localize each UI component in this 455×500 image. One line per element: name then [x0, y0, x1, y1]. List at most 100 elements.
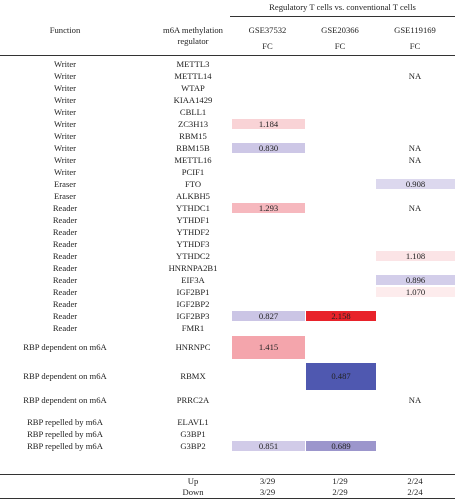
- row-regulator: IGF2BP2: [176, 299, 210, 309]
- summary-value: 1/29: [332, 476, 348, 486]
- row-regulator: IGF2BP3: [176, 311, 210, 321]
- row-regulator: FTO: [184, 179, 202, 189]
- row-function: Reader: [52, 287, 78, 297]
- col-header-regulator-line2: regulator: [177, 36, 209, 46]
- summary-label: Up: [187, 476, 199, 486]
- summary-label: Down: [182, 487, 204, 497]
- summary-top-rule: [0, 474, 455, 475]
- fc-value: NA: [408, 155, 422, 165]
- row-function: RBP repelled by m6A: [27, 429, 103, 439]
- row-function: Reader: [52, 311, 78, 321]
- row-function: Writer: [53, 131, 77, 141]
- summary-value: 3/29: [259, 487, 276, 497]
- row-regulator: CBLL1: [179, 107, 207, 117]
- fc-cell: 1.184: [232, 119, 305, 129]
- group-underline: [230, 16, 455, 17]
- fc-value: NA: [408, 203, 422, 213]
- fc-value: NA: [408, 395, 422, 405]
- row-function: Reader: [52, 263, 78, 273]
- row-regulator: METTL16: [174, 155, 212, 165]
- row-function: Reader: [52, 239, 78, 249]
- table-bottom-rule: [0, 498, 455, 499]
- row-function: Eraser: [54, 191, 76, 201]
- row-function: Writer: [53, 107, 77, 117]
- row-function: Eraser: [54, 179, 76, 189]
- row-function: RBP dependent on m6A: [23, 395, 107, 405]
- fc-value: NA: [408, 143, 422, 153]
- summary-value: 2/24: [407, 476, 423, 486]
- row-regulator: METTL3: [176, 59, 210, 69]
- row-function: Reader: [52, 215, 78, 225]
- row-regulator: ELAVL1: [177, 417, 209, 427]
- fc-value: 1.070: [405, 287, 426, 297]
- row-regulator: YTHDF3: [176, 239, 210, 249]
- fc-value: 1.415: [258, 342, 279, 352]
- row-regulator: IGF2BP1: [176, 287, 210, 297]
- row-function: Writer: [53, 95, 77, 105]
- row-regulator: RBMX: [180, 371, 206, 381]
- fc-cell: 1.293: [232, 203, 305, 213]
- row-regulator: G3BP2: [180, 441, 206, 451]
- summary-value: 2/24: [407, 487, 423, 497]
- fc-value: 2.158: [331, 311, 351, 321]
- row-regulator: YTHDC1: [176, 203, 210, 213]
- fc-value: 1.293: [258, 203, 279, 213]
- row-regulator: HNRNPA2B1: [168, 263, 218, 273]
- row-regulator: PRRC2A: [176, 395, 210, 405]
- col-header-dataset-1: GSE37532: [248, 25, 287, 35]
- fc-value: 1.184: [258, 119, 279, 129]
- fc-cell: 0.830: [232, 143, 305, 153]
- col-header-function: Function: [49, 25, 81, 35]
- row-function: Writer: [53, 59, 77, 69]
- col-header-dataset-2: GSE20366: [321, 25, 359, 35]
- col-header-regulator-line1: m6A methylation: [163, 25, 223, 35]
- fc-cell: 0.896: [376, 275, 455, 285]
- fc-cell: 1.070: [376, 287, 455, 297]
- group-title: Regulatory T cells vs. conventional T ce…: [269, 2, 416, 12]
- row-function: Reader: [52, 323, 78, 333]
- fc-label-2: FC: [334, 41, 346, 51]
- row-regulator: WTAP: [181, 83, 205, 93]
- row-regulator: RBM15B: [176, 143, 210, 153]
- fc-cell: 0.851: [232, 441, 305, 451]
- row-function: RBP repelled by m6A: [27, 441, 103, 451]
- fc-value: 0.827: [258, 311, 279, 321]
- fc-value: 0.908: [405, 179, 426, 189]
- row-regulator: YTHDF2: [176, 227, 210, 237]
- fc-label-1: FC: [262, 41, 273, 51]
- row-function: Writer: [53, 155, 77, 165]
- fc-value: 0.896: [405, 275, 426, 285]
- summary-value: 3/29: [259, 476, 276, 486]
- row-regulator: ZC3H13: [177, 119, 209, 129]
- fc-cell: 1.415: [232, 336, 305, 359]
- fc-value: 0.851: [258, 441, 279, 451]
- row-regulator: ALKBH5: [176, 191, 210, 201]
- row-function: Writer: [53, 167, 77, 177]
- row-function: Writer: [53, 143, 77, 153]
- row-function: RBP dependent on m6A: [23, 371, 107, 381]
- row-regulator: G3BP1: [180, 429, 206, 439]
- col-header-dataset-3: GSE119169: [394, 25, 436, 35]
- row-function: Reader: [52, 227, 78, 237]
- fc-value: 0.830: [258, 143, 279, 153]
- summary-value: 2/29: [332, 487, 348, 497]
- fc-cell: 0.827: [232, 311, 305, 321]
- fc-cell: 0.908: [376, 179, 455, 189]
- row-function: Reader: [52, 203, 78, 213]
- row-regulator: RBM15: [179, 131, 207, 141]
- row-function: Writer: [53, 71, 77, 81]
- fc-cell: 0.689: [306, 441, 376, 451]
- row-regulator: YTHDF1: [176, 215, 210, 225]
- row-function: Reader: [52, 275, 78, 285]
- row-function: Writer: [53, 83, 77, 93]
- row-regulator: PCIF1: [181, 167, 205, 177]
- row-function: RBP repelled by m6A: [27, 417, 103, 427]
- fc-cell: 2.158: [306, 311, 376, 321]
- fc-cell: 0.487: [306, 363, 376, 390]
- row-regulator: HNRNPC: [175, 342, 211, 352]
- row-regulator: EIF3A: [181, 275, 205, 285]
- header-bottom-rule: [0, 55, 455, 56]
- fc-cell: 1.108: [376, 251, 455, 261]
- row-regulator: METTL14: [174, 71, 212, 81]
- fc-value: NA: [408, 71, 422, 81]
